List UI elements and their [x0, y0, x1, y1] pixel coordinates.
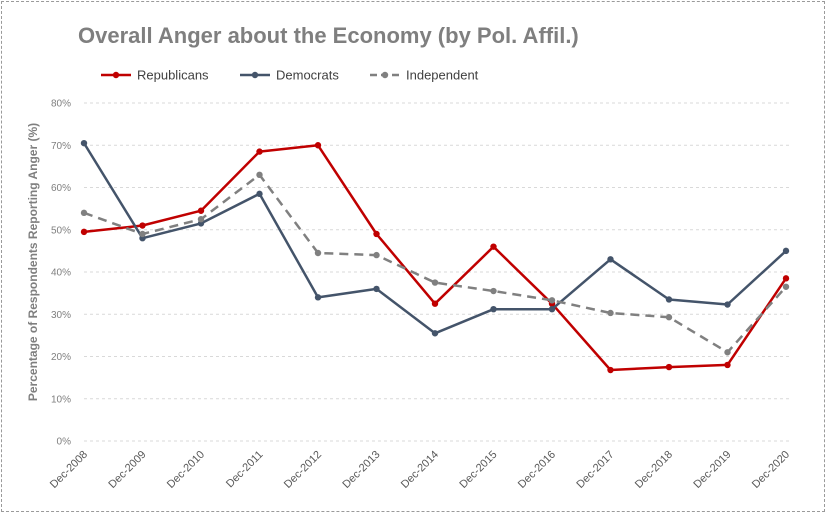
y-tick-label: 80%	[51, 99, 71, 110]
data-point-independent	[373, 251, 380, 259]
x-axis-ticks: Dec-2008 Dec-2009 Dec-2010 Dec-2011 Dec-2012…	[48, 449, 792, 491]
y-tick-label: 30%	[51, 310, 71, 321]
x-tick-label: Dec-2015	[457, 449, 499, 491]
chart-title: Overall Anger about the Economy (by Pol.…	[78, 23, 579, 48]
legend-label-independent: Independent	[406, 68, 479, 83]
data-point-independent	[314, 249, 322, 257]
data-point-republicans	[314, 142, 322, 149]
legend-marker-republicans	[112, 71, 120, 79]
series-group	[80, 139, 790, 374]
data-point-democrats	[80, 139, 88, 147]
data-point-independent	[782, 283, 790, 290]
data-point-independent	[139, 230, 146, 238]
data-point-democrats	[607, 256, 614, 263]
y-tick-label: 10%	[51, 394, 71, 405]
x-tick-label: Dec-2011	[224, 449, 266, 491]
data-point-republicans	[373, 230, 380, 238]
x-tick-label: Dec-2013	[340, 449, 382, 491]
data-point-republicans	[80, 228, 88, 236]
x-tick-label: Dec-2014	[399, 449, 441, 491]
data-point-democrats	[256, 190, 263, 198]
y-axis-label: Percentage of Respondents Reporting Ange…	[26, 123, 40, 401]
data-point-democrats	[431, 330, 439, 337]
y-axis-ticks: 0% 10% 20% 30% 40% 50% 60% 70% 80%	[51, 99, 71, 448]
x-tick-label: Dec-2016	[516, 449, 558, 491]
data-point-independent	[490, 287, 497, 295]
legend-marker-democrats	[251, 71, 259, 79]
data-point-republicans	[607, 366, 614, 374]
data-point-democrats	[373, 285, 380, 293]
legend: Republicans Democrats Independent	[101, 68, 479, 83]
y-tick-label: 70%	[51, 141, 71, 152]
x-tick-label: Dec-2008	[48, 449, 90, 491]
data-point-democrats	[314, 294, 322, 301]
data-point-republicans	[139, 222, 146, 229]
data-point-democrats	[548, 305, 556, 313]
data-point-independent	[724, 349, 731, 356]
x-tick-label: Dec-2018	[633, 449, 675, 491]
gridlines	[84, 102, 790, 442]
data-point-independent	[548, 297, 556, 304]
data-point-independent	[607, 309, 614, 317]
data-point-republicans	[724, 361, 731, 369]
legend-label-republicans: Republicans	[137, 68, 209, 83]
data-point-republicans	[782, 275, 790, 282]
x-tick-label: Dec-2009	[106, 449, 148, 491]
y-tick-label: 0%	[57, 437, 72, 448]
data-point-republicans	[256, 148, 263, 155]
y-tick-label: 60%	[51, 183, 71, 194]
y-tick-label: 40%	[51, 268, 71, 279]
series-line-independent	[83, 173, 787, 354]
x-tick-label: Dec-2020	[750, 449, 792, 491]
data-point-republicans	[431, 300, 439, 307]
data-point-republicans	[665, 363, 673, 371]
y-tick-label: 20%	[51, 352, 71, 363]
y-tick-label: 50%	[51, 225, 71, 236]
data-point-democrats	[724, 301, 731, 308]
data-point-democrats	[665, 296, 673, 303]
legend-marker-independent	[381, 71, 389, 79]
x-tick-label: Dec-2010	[165, 449, 207, 491]
data-point-independent	[197, 215, 205, 223]
data-point-independent	[256, 171, 263, 179]
x-tick-label: Dec-2017	[574, 449, 616, 491]
x-tick-label: Dec-2012	[282, 449, 324, 491]
data-point-independent	[665, 314, 673, 321]
data-point-democrats	[782, 247, 790, 255]
data-point-independent	[80, 209, 88, 217]
legend-label-democrats: Democrats	[276, 68, 339, 83]
data-point-democrats	[490, 305, 497, 313]
x-tick-label: Dec-2019	[691, 449, 733, 491]
data-point-republicans	[197, 207, 205, 214]
data-point-independent	[431, 279, 439, 286]
data-point-republicans	[490, 243, 497, 250]
